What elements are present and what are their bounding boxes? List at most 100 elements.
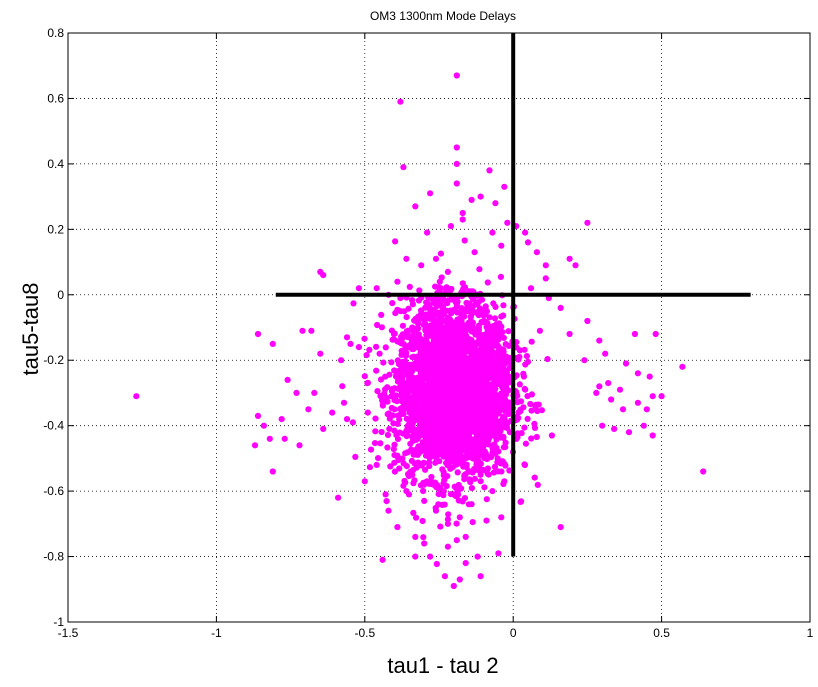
data-point bbox=[625, 429, 633, 436]
data-point bbox=[489, 324, 496, 331]
data-point bbox=[524, 358, 532, 365]
data-point bbox=[394, 524, 401, 531]
data-point bbox=[505, 410, 512, 417]
data-point bbox=[448, 389, 455, 396]
data-point bbox=[438, 315, 445, 322]
data-point bbox=[463, 361, 470, 368]
data-point bbox=[455, 328, 462, 336]
y-tick-label: -0.2 bbox=[43, 353, 64, 367]
data-point bbox=[410, 345, 417, 353]
data-point bbox=[367, 446, 375, 453]
data-point bbox=[643, 406, 650, 413]
data-point bbox=[462, 322, 469, 330]
data-point bbox=[584, 317, 591, 325]
data-point bbox=[499, 360, 506, 367]
data-point bbox=[269, 468, 276, 475]
data-point bbox=[397, 411, 404, 418]
data-point bbox=[444, 543, 451, 550]
data-point bbox=[479, 410, 486, 417]
data-point bbox=[411, 317, 418, 324]
data-point bbox=[466, 435, 473, 442]
data-point bbox=[429, 408, 436, 416]
data-point bbox=[622, 360, 630, 367]
data-point bbox=[444, 268, 451, 275]
data-point bbox=[420, 534, 427, 541]
data-point bbox=[434, 404, 442, 411]
data-point bbox=[429, 438, 437, 445]
data-point bbox=[423, 342, 430, 349]
data-point bbox=[470, 415, 477, 422]
data-point bbox=[531, 474, 538, 481]
data-point bbox=[432, 417, 440, 424]
data-point bbox=[454, 298, 461, 305]
data-point bbox=[372, 428, 379, 435]
data-point bbox=[631, 330, 639, 338]
data-point bbox=[520, 373, 528, 380]
data-point bbox=[474, 301, 481, 308]
data-point bbox=[391, 427, 398, 434]
data-point bbox=[409, 418, 416, 425]
data-point bbox=[486, 314, 493, 321]
data-point bbox=[534, 481, 541, 488]
data-point bbox=[455, 426, 462, 433]
data-point bbox=[497, 273, 504, 280]
data-point bbox=[464, 355, 471, 362]
data-point bbox=[461, 336, 468, 343]
data-point bbox=[581, 357, 588, 364]
data-point bbox=[461, 284, 469, 291]
data-point bbox=[399, 455, 406, 462]
data-point bbox=[501, 183, 508, 190]
data-point bbox=[500, 420, 507, 427]
data-point bbox=[548, 432, 556, 439]
x-tick-label: -1.5 bbox=[58, 626, 79, 640]
data-point bbox=[384, 384, 391, 391]
data-point bbox=[469, 387, 476, 394]
data-point bbox=[445, 377, 452, 384]
data-point bbox=[488, 393, 495, 400]
data-point bbox=[432, 433, 439, 440]
data-point bbox=[483, 358, 490, 365]
plot-frame bbox=[67, 32, 811, 623]
data-point bbox=[489, 488, 496, 495]
data-point bbox=[375, 455, 382, 462]
data-point bbox=[308, 327, 315, 334]
data-point bbox=[465, 424, 472, 431]
data-point bbox=[399, 404, 406, 411]
data-point bbox=[521, 461, 529, 469]
data-point bbox=[500, 480, 507, 488]
data-point bbox=[343, 416, 351, 423]
data-point bbox=[278, 416, 285, 423]
x-tick-label: -0.5 bbox=[354, 626, 375, 640]
data-point bbox=[471, 249, 478, 256]
x-tick-label: 1 bbox=[807, 626, 814, 640]
data-point bbox=[596, 383, 603, 390]
data-point bbox=[388, 404, 395, 412]
data-point bbox=[453, 144, 460, 151]
data-point bbox=[495, 347, 502, 354]
data-point bbox=[412, 360, 419, 367]
data-point bbox=[572, 262, 579, 269]
data-point bbox=[445, 321, 452, 328]
data-point bbox=[605, 380, 612, 387]
data-point bbox=[498, 367, 505, 374]
data-point bbox=[426, 323, 433, 330]
data-point bbox=[446, 415, 454, 422]
data-point bbox=[399, 391, 406, 398]
data-point bbox=[478, 382, 486, 389]
data-point bbox=[440, 488, 447, 495]
data-point bbox=[443, 372, 450, 379]
data-point bbox=[383, 394, 390, 401]
data-point bbox=[494, 418, 501, 425]
data-point bbox=[355, 344, 362, 351]
data-point bbox=[462, 533, 469, 541]
data-point bbox=[446, 442, 453, 450]
data-point bbox=[418, 377, 425, 384]
data-point bbox=[406, 283, 413, 290]
y-tick-label: 0.8 bbox=[47, 26, 64, 40]
data-point bbox=[448, 372, 455, 379]
data-point bbox=[455, 481, 462, 489]
data-point bbox=[514, 399, 521, 406]
data-point bbox=[403, 433, 410, 440]
data-point bbox=[502, 439, 509, 446]
data-point bbox=[462, 560, 469, 567]
